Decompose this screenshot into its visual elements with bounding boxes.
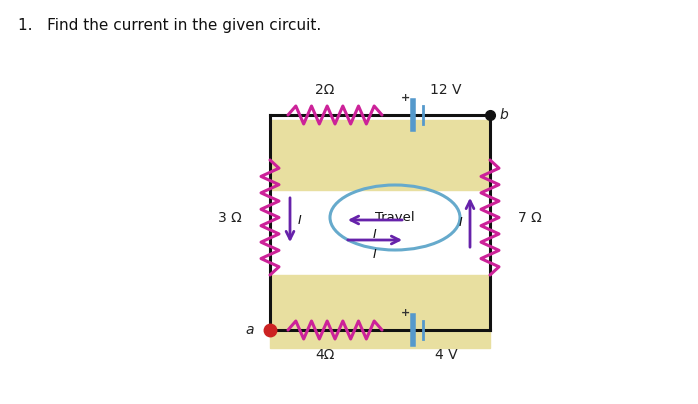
Text: I: I (373, 248, 377, 261)
Text: 1.   Find the current in the given circuit.: 1. Find the current in the given circuit… (18, 18, 321, 33)
Text: +: + (401, 308, 410, 318)
Text: 7 Ω: 7 Ω (518, 210, 542, 225)
Bar (270, 120, 490, 190)
Text: I: I (298, 213, 302, 227)
Text: 4Ω: 4Ω (315, 348, 334, 362)
Text: 3 Ω: 3 Ω (218, 210, 242, 225)
Text: I: I (373, 228, 377, 241)
Text: Travel: Travel (376, 211, 415, 224)
Text: 2Ω: 2Ω (315, 83, 334, 97)
Text: 4 V: 4 V (435, 348, 457, 362)
Text: 12 V: 12 V (430, 83, 462, 97)
Text: b: b (500, 108, 509, 122)
Text: +: + (401, 93, 410, 103)
Text: I: I (459, 216, 462, 229)
Bar (270, 275, 490, 348)
Text: a: a (246, 323, 254, 337)
